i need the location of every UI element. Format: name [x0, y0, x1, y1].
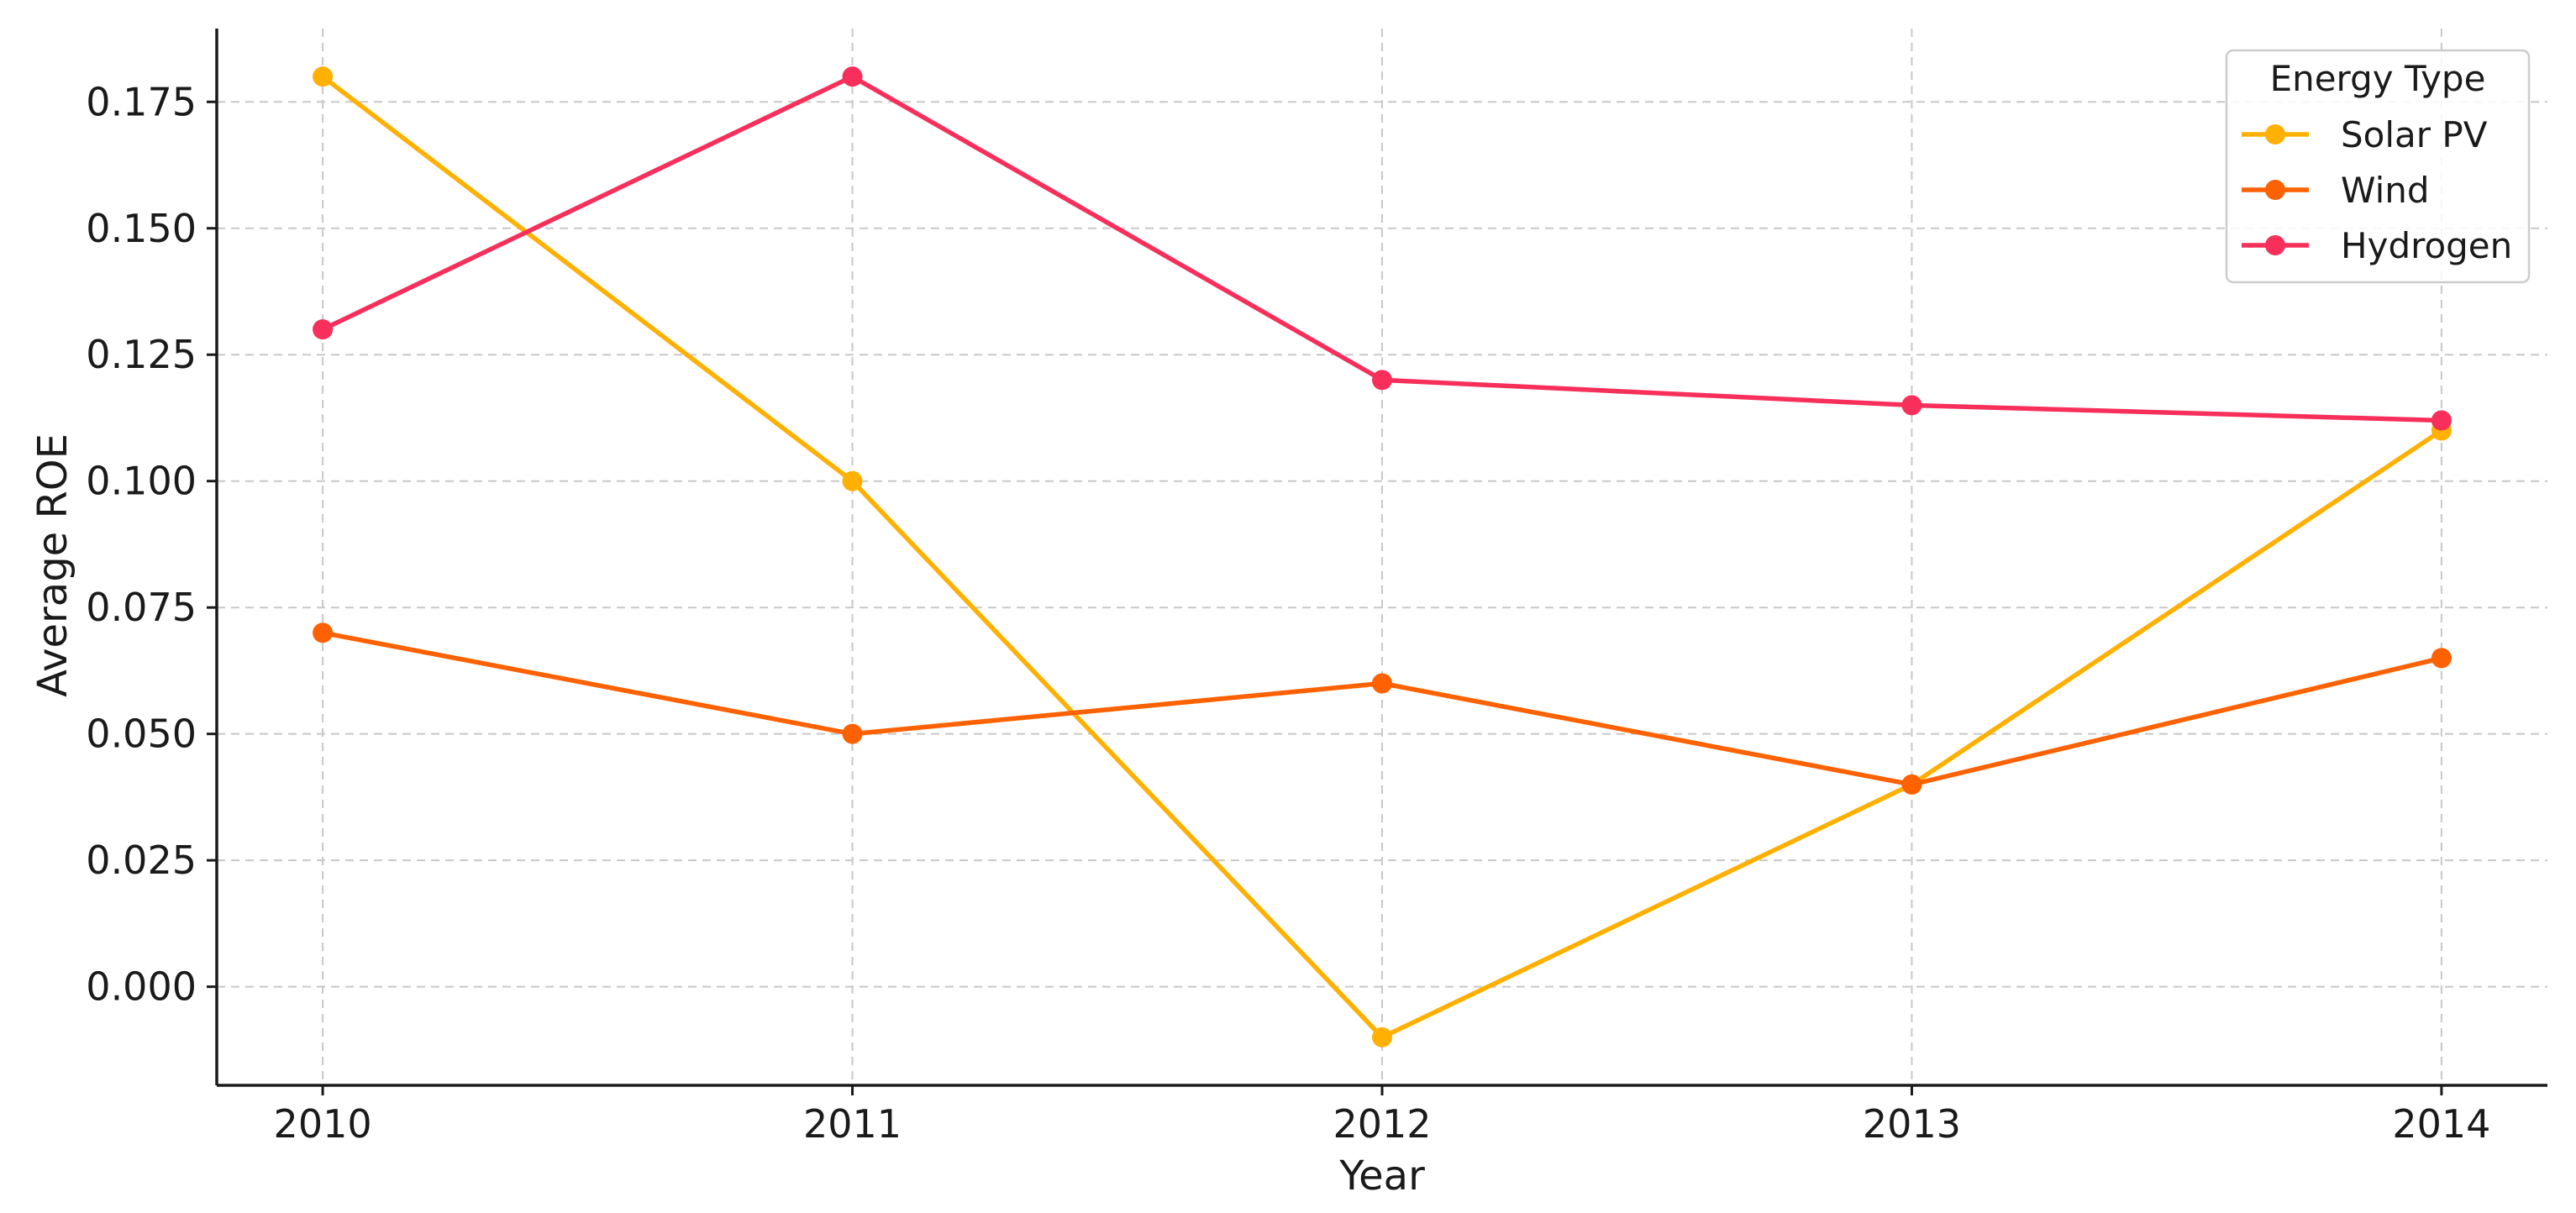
- data-point-hydrogen: [313, 319, 334, 340]
- y-tick-label: 0.175: [86, 79, 197, 124]
- legend: Energy Type Solar PV Wind Hydrogen: [2225, 49, 2531, 284]
- legend-entry-wind: Wind: [2242, 170, 2430, 211]
- legend-marker-solar-pv: [2265, 124, 2285, 144]
- y-tick-label: 0.050: [86, 712, 197, 757]
- x-tick-label: 2014: [2392, 1101, 2490, 1147]
- legend-label-solar-pv: Solar PV: [2341, 114, 2488, 155]
- data-point-solar-pv: [1372, 1027, 1392, 1048]
- y-tick-label: 0.100: [86, 459, 197, 504]
- x-tick-label: 2010: [274, 1101, 372, 1147]
- series-wind: [313, 622, 2452, 795]
- y-tick-label: 0.000: [86, 964, 197, 1010]
- data-point-wind: [2431, 648, 2452, 669]
- legend-title: Energy Type: [2270, 58, 2486, 99]
- data-point-wind: [313, 622, 334, 643]
- data-point-hydrogen: [2431, 410, 2452, 431]
- ticks: 2010 2011 2012 2013 2014 0.000 0.025 0.050 0.075…: [86, 79, 2490, 1147]
- x-axis-title: Year: [1338, 1153, 1425, 1200]
- y-tick-label: 0.075: [86, 585, 197, 630]
- legend-marker-wind: [2265, 180, 2285, 200]
- legend-label-wind: Wind: [2341, 170, 2430, 211]
- y-tick-label: 0.025: [86, 838, 197, 883]
- data-point-wind: [842, 723, 863, 744]
- legend-label-hydrogen: Hydrogen: [2341, 225, 2512, 266]
- legend-marker-hydrogen: [2265, 235, 2285, 255]
- data-point-solar-pv: [842, 470, 863, 491]
- legend-entry-solar-pv: Solar PV: [2242, 114, 2488, 155]
- series-group: [313, 66, 2452, 1048]
- x-tick-label: 2013: [1863, 1101, 1961, 1147]
- series-hydrogen: [313, 66, 2452, 431]
- y-tick-label: 0.150: [86, 206, 197, 251]
- x-tick-label: 2011: [803, 1101, 902, 1147]
- legend-entries: Solar PV Wind Hydrogen: [2242, 114, 2512, 266]
- data-point-wind: [1901, 774, 1922, 795]
- legend-box: [2225, 49, 2531, 284]
- data-point-hydrogen: [1372, 370, 1392, 391]
- grid: [217, 29, 2547, 1085]
- legend-entry-hydrogen: Hydrogen: [2242, 225, 2512, 266]
- y-axis-title: Average ROE: [29, 433, 76, 697]
- y-tick-label: 0.125: [86, 332, 197, 377]
- data-point-hydrogen: [842, 66, 863, 87]
- x-tick-label: 2012: [1333, 1101, 1431, 1147]
- data-point-wind: [1372, 673, 1392, 694]
- data-point-hydrogen: [1901, 395, 1922, 416]
- data-point-solar-pv: [313, 66, 334, 87]
